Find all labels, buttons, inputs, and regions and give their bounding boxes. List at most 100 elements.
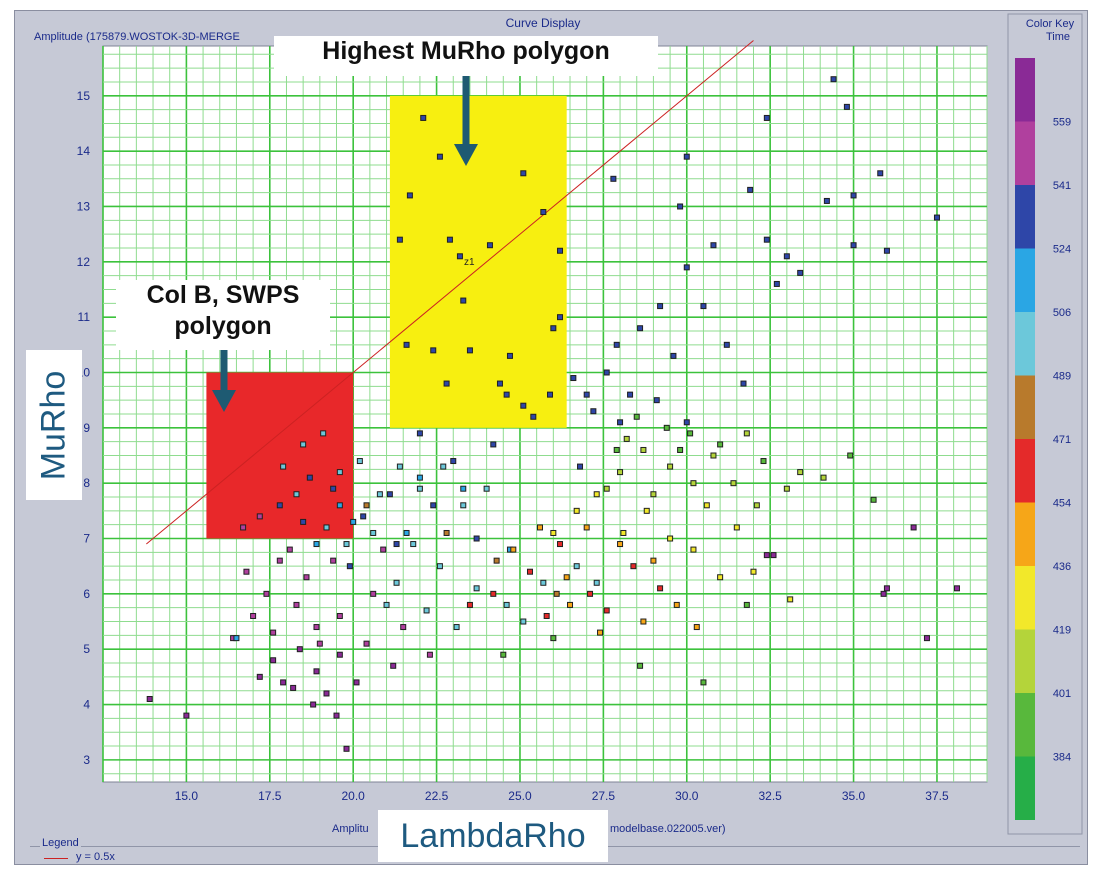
data-point (336, 651, 343, 658)
data-point (276, 557, 283, 564)
data-point (617, 469, 624, 476)
data-point (540, 209, 547, 216)
data-point (733, 524, 740, 531)
data-point (910, 524, 917, 531)
data-point (453, 624, 460, 631)
color-key-label: 506 (1053, 307, 1071, 319)
data-point (370, 590, 377, 597)
data-point (847, 452, 854, 459)
data-point (657, 585, 664, 592)
x-tick-label: 37.5 (925, 789, 949, 803)
data-point (623, 435, 630, 442)
color-key-label: 454 (1053, 498, 1071, 510)
legend-title: Legend (40, 837, 81, 849)
data-point (617, 419, 624, 426)
data-point (520, 618, 527, 625)
callout-left-line2: polygon (174, 312, 272, 340)
x-axis-title: LambdaRho (378, 810, 608, 862)
data-point (610, 175, 617, 182)
data-point (303, 574, 310, 581)
x-tick-labels: 15.0 17.5 20.0 22.5 25.0 27.5 30.0 32.5 35.0 37.5 (175, 789, 949, 803)
color-key-swatch (1015, 375, 1035, 439)
y-tick-label: 8 (83, 476, 90, 490)
data-point (583, 524, 590, 531)
data-point (250, 612, 257, 619)
data-point (563, 574, 570, 581)
data-point (310, 701, 317, 708)
data-point (557, 314, 564, 321)
data-point (603, 369, 610, 376)
data-point (760, 458, 767, 465)
data-point (710, 242, 717, 249)
data-point (750, 568, 757, 575)
data-point (797, 269, 804, 276)
data-point (883, 247, 890, 254)
data-point (330, 485, 337, 492)
marker-label: z1 (464, 257, 475, 268)
y-tick-label: 3 (83, 753, 90, 767)
data-point (753, 502, 760, 509)
color-key: 559 541 524 506 489 471 454 436 419 401 384 (1015, 58, 1071, 820)
data-point (526, 568, 533, 575)
data-point (783, 253, 790, 260)
data-point (460, 502, 467, 509)
data-point (290, 684, 297, 691)
x-tick-label: 27.5 (592, 789, 616, 803)
data-point (396, 463, 403, 470)
data-point (883, 585, 890, 592)
data-point (440, 463, 447, 470)
data-point (693, 624, 700, 631)
data-point (667, 463, 674, 470)
callout-top-text: Highest MuRho polygon (322, 37, 610, 65)
data-point (673, 601, 680, 608)
data-point (280, 679, 287, 686)
data-point (577, 463, 584, 470)
data-point (473, 585, 480, 592)
data-point (486, 242, 493, 249)
data-point (763, 114, 770, 121)
color-key-swatch (1015, 121, 1035, 185)
data-point (333, 712, 340, 719)
data-point (703, 502, 710, 509)
color-key-label: 419 (1053, 625, 1071, 637)
data-points (146, 76, 960, 752)
data-point (430, 502, 437, 509)
color-key-swatch (1015, 566, 1035, 630)
color-key-label: 541 (1053, 180, 1071, 192)
data-point (350, 518, 357, 525)
data-point (313, 541, 320, 548)
data-point (663, 424, 670, 431)
data-point (690, 546, 697, 553)
data-point (573, 507, 580, 514)
data-point (416, 430, 423, 437)
data-point (503, 601, 510, 608)
data-point (590, 408, 597, 415)
data-point (573, 563, 580, 570)
data-point (953, 585, 960, 592)
data-point (603, 485, 610, 492)
data-point (306, 474, 313, 481)
polygon-col-b-swps (206, 372, 354, 539)
x-tick-label: 20.0 (342, 789, 366, 803)
y-tick-label: 12 (77, 255, 91, 269)
data-point (877, 170, 884, 177)
data-point (456, 253, 463, 260)
data-point (320, 430, 327, 437)
data-point (677, 203, 684, 210)
data-point (543, 612, 550, 619)
data-point (657, 303, 664, 310)
data-point (390, 662, 397, 669)
color-key-title: Color Key (1026, 18, 1075, 30)
data-point (550, 529, 557, 536)
data-point (436, 153, 443, 160)
data-point (233, 635, 240, 642)
data-point (286, 546, 293, 553)
data-point (740, 380, 747, 387)
data-point (597, 629, 604, 636)
data-point (587, 590, 594, 597)
x-caption-left: Amplitu (332, 823, 369, 835)
color-key-swatch (1015, 502, 1035, 566)
data-point (743, 601, 750, 608)
data-point (500, 651, 507, 658)
